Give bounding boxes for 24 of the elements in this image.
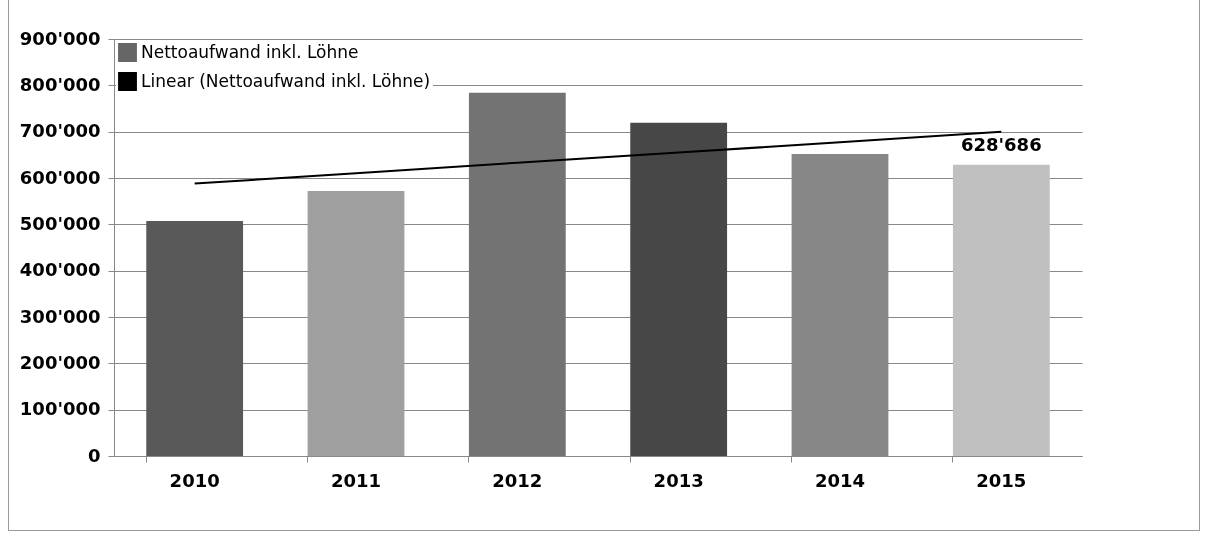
- x-tick-label: 2013: [653, 469, 704, 491]
- y-tick-label: 600'000: [19, 166, 101, 188]
- data-label: 628'686: [961, 133, 1042, 155]
- y-tick-label: 800'000: [19, 73, 101, 95]
- y-tick-label: 300'000: [19, 305, 101, 327]
- x-tick-label: 2011: [330, 469, 382, 491]
- legend-label: Linear (Nettoaufwand inkl. Löhne): [141, 70, 431, 91]
- bar: [307, 190, 405, 456]
- bar: [146, 221, 244, 456]
- x-tick-label: 2010: [169, 469, 220, 491]
- y-tick-label: 0: [87, 444, 101, 466]
- bar: [630, 122, 728, 456]
- legend-label: Nettoaufwand inkl. Löhne: [141, 41, 359, 62]
- x-tick-label: 2014: [814, 469, 866, 491]
- y-tick-label: 200'000: [19, 351, 101, 373]
- y-tick-label: 500'000: [19, 212, 101, 234]
- y-tick-label: 400'000: [19, 259, 101, 281]
- y-tick-label: 900'000: [19, 27, 101, 49]
- y-tick-label: 700'000: [19, 120, 101, 142]
- x-tick-label: 2012: [492, 469, 543, 491]
- bar: [468, 92, 566, 456]
- bar: [952, 164, 1050, 456]
- x-tick-label: 2015: [976, 469, 1027, 491]
- y-tick-label: 100'000: [19, 398, 101, 420]
